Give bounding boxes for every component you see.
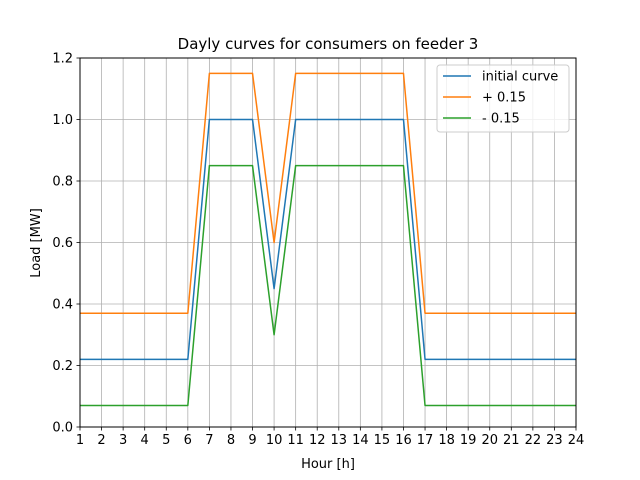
y-axis-label: Load [MW] xyxy=(29,208,44,278)
x-tick-label: 10 xyxy=(266,433,283,448)
x-tick-label: 24 xyxy=(568,433,585,448)
x-tick-label: 19 xyxy=(460,433,477,448)
x-tick-label: 17 xyxy=(417,433,434,448)
y-tick-label: 1.0 xyxy=(52,113,73,128)
x-tick-label: 15 xyxy=(374,433,391,448)
x-tick-label: 3 xyxy=(119,433,127,448)
legend-label: initial curve xyxy=(482,70,558,85)
x-axis-ticks: 1 2 3 4 5 6 7 8 9 10 11 12 13 14 15 16 17 18 19 20 21 22 23 24 xyxy=(76,427,584,448)
x-tick-label: 18 xyxy=(438,433,455,448)
chart-title: Dayly curves for consumers on feeder 3 xyxy=(178,35,479,53)
x-tick-label: 22 xyxy=(525,433,542,448)
y-axis-ticks: 0.0 0.2 0.4 0.6 0.8 1.0 1.2 xyxy=(52,52,80,436)
series-line-3 xyxy=(80,164,576,407)
x-tick-label: 5 xyxy=(162,433,170,448)
legend-label: - 0.15 xyxy=(482,112,520,127)
x-tick-label: 1 xyxy=(76,433,84,448)
legend-box xyxy=(436,64,570,133)
y-tick-label: 0.2 xyxy=(52,359,73,374)
y-tick-label: 0.4 xyxy=(52,298,73,313)
x-tick-label: 9 xyxy=(248,433,256,448)
x-tick-label: 12 xyxy=(309,433,326,448)
x-tick-label: 13 xyxy=(331,433,348,448)
x-tick-label: 4 xyxy=(141,433,149,448)
x-tick-label: 23 xyxy=(546,433,563,448)
legend-label: + 0.15 xyxy=(482,91,526,106)
x-tick-label: 21 xyxy=(503,433,520,448)
y-tick-label: 0.0 xyxy=(52,421,73,436)
x-tick-label: 6 xyxy=(184,433,192,448)
y-tick-label: 0.8 xyxy=(52,175,73,190)
x-tick-label: 7 xyxy=(205,433,213,448)
x-tick-label: 8 xyxy=(227,433,235,448)
x-tick-label: 11 xyxy=(287,433,304,448)
x-tick-label: 2 xyxy=(97,433,105,448)
y-tick-label: 1.2 xyxy=(52,52,73,67)
x-tick-label: 14 xyxy=(352,433,369,448)
series-line-1 xyxy=(80,118,576,361)
x-tick-label: 16 xyxy=(395,433,412,448)
x-tick-label: 20 xyxy=(481,433,498,448)
series-line-2 xyxy=(80,72,576,314)
legend: initial curve + 0.15 - 0.15 xyxy=(436,64,570,133)
series-lines xyxy=(80,72,576,407)
x-axis-label: Hour [h] xyxy=(301,457,355,472)
y-tick-label: 0.6 xyxy=(52,236,73,251)
